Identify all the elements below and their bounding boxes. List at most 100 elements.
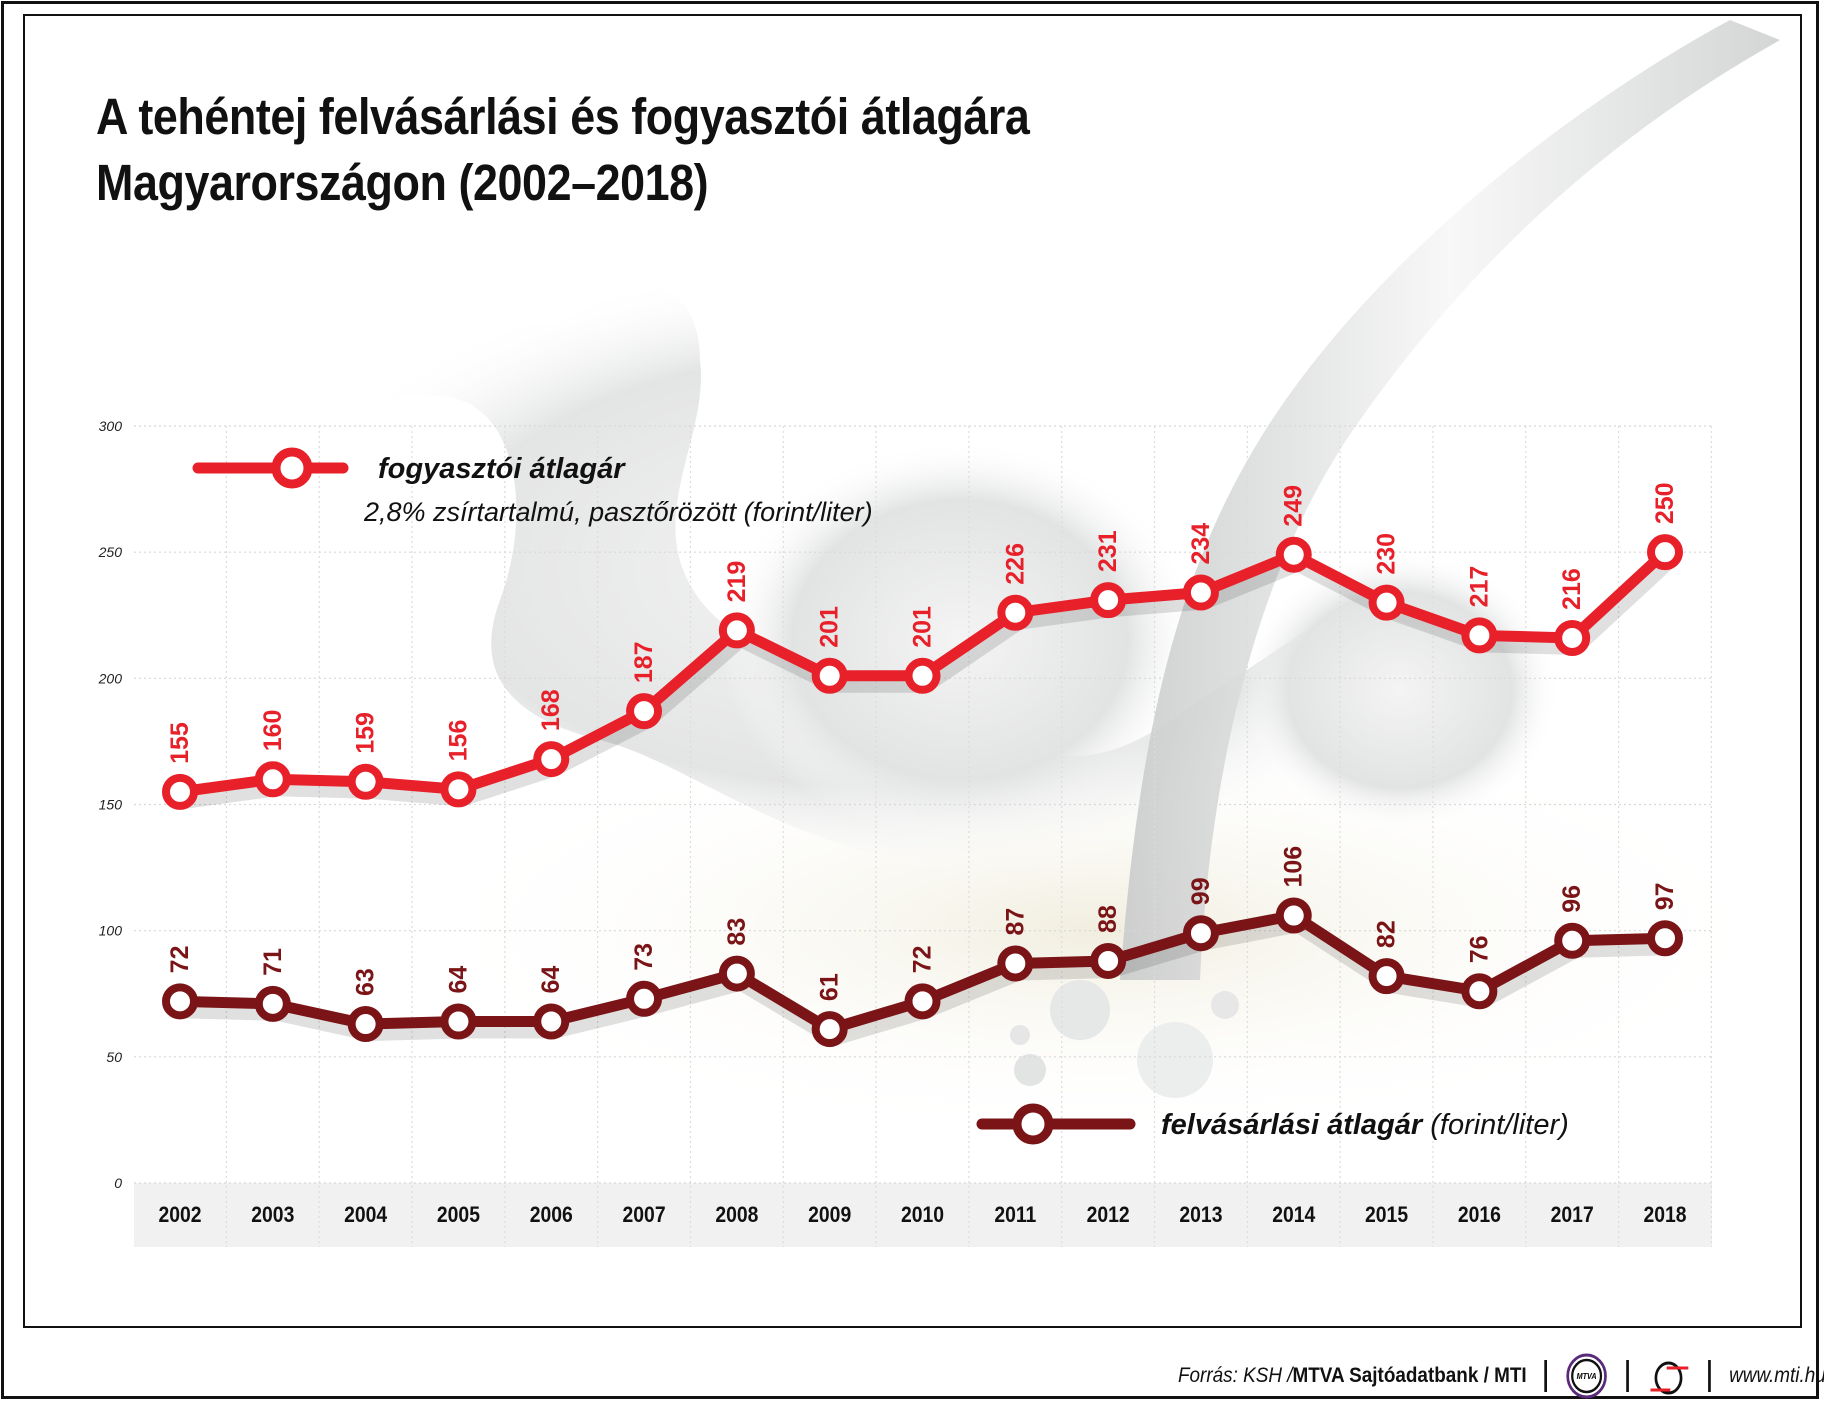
data-label: 201 xyxy=(909,606,937,648)
x-tick-label: 2008 xyxy=(715,1203,758,1227)
data-point xyxy=(811,657,848,694)
series-purchase-price: 72 71 63 64 64 73 83 61 72 87 88 99 106 82 76 96 97 xyxy=(162,846,1683,1048)
legend-unit: (forint/liter) xyxy=(1430,1109,1569,1141)
data-point xyxy=(440,771,477,808)
legend-marker-purchase xyxy=(1012,1103,1054,1145)
data-point xyxy=(1554,922,1591,959)
data-point xyxy=(1368,584,1405,621)
data-point xyxy=(1275,536,1312,573)
data-point xyxy=(904,657,941,694)
data-point xyxy=(1554,619,1591,656)
data-point xyxy=(533,1003,570,1040)
legend-label-consumer: fogyasztói átlagár xyxy=(378,453,626,485)
data-label: 64 xyxy=(537,966,565,994)
data-label: 187 xyxy=(630,641,658,683)
footer: Forrás: KSH / MTVA Sajtóadatbank / MTI M… xyxy=(1178,1352,1824,1400)
data-label: 96 xyxy=(1558,885,1586,913)
data-label: 87 xyxy=(1001,908,1029,936)
data-label: 97 xyxy=(1651,882,1679,910)
data-point xyxy=(626,693,663,730)
data-label: 99 xyxy=(1187,877,1215,905)
x-tick-label: 2006 xyxy=(530,1203,573,1227)
chart-frame xyxy=(23,14,1802,1328)
data-label: 63 xyxy=(352,968,380,996)
x-tick-label: 2005 xyxy=(437,1203,480,1227)
data-label: 226 xyxy=(1001,543,1029,585)
data-label: 64 xyxy=(444,966,472,994)
data-point xyxy=(811,1011,848,1048)
source-label: Forrás: KSH / xyxy=(1178,1364,1293,1387)
mti-logo xyxy=(1650,1361,1689,1395)
data-label: 73 xyxy=(630,943,658,971)
milk-splash-illustration xyxy=(257,20,1800,1140)
divider xyxy=(1626,1360,1630,1392)
x-tick-label: 2012 xyxy=(1087,1203,1130,1227)
data-label: 106 xyxy=(1280,846,1308,888)
divider xyxy=(1544,1360,1548,1392)
data-label: 160 xyxy=(259,710,287,752)
x-tick-label: 2013 xyxy=(1179,1203,1222,1227)
data-point xyxy=(1647,920,1683,957)
title-line-2: Magyarországon (2002–2018) xyxy=(96,154,709,211)
data-label: 72 xyxy=(909,946,937,974)
source-name: MTVA Sajtóadatbank / MTI xyxy=(1292,1364,1527,1387)
data-point xyxy=(1275,897,1312,934)
website-link[interactable]: www.mti.hu xyxy=(1729,1364,1824,1387)
data-label: 250 xyxy=(1651,482,1679,524)
data-label: 217 xyxy=(1465,566,1493,608)
svg-text:MTVA: MTVA xyxy=(1577,1372,1597,1381)
data-point xyxy=(718,955,755,992)
y-tick-label: 300 xyxy=(99,418,123,434)
x-tick-label: 2011 xyxy=(994,1203,1036,1227)
data-label: 72 xyxy=(166,946,194,974)
y-tick-label: 0 xyxy=(114,1175,122,1191)
data-point xyxy=(347,1006,384,1043)
series-consumer-price: 155 160 159 156 168 187 219 201 201 226 231 234 249 2… xyxy=(162,482,1683,810)
data-label: 83 xyxy=(723,918,751,946)
legend-marker-consumer xyxy=(271,447,313,489)
data-point xyxy=(1647,534,1683,571)
data-point xyxy=(1368,958,1405,995)
y-tick-label: 250 xyxy=(98,544,123,560)
x-tick-label: 2016 xyxy=(1458,1203,1501,1227)
x-tick-label: 2009 xyxy=(808,1203,851,1227)
data-label: 249 xyxy=(1280,485,1308,527)
data-point xyxy=(1182,915,1219,952)
y-tick-label: 50 xyxy=(106,1049,122,1065)
x-axis-band xyxy=(134,1183,1712,1247)
x-tick-label: 2017 xyxy=(1551,1203,1594,1227)
data-point xyxy=(1090,942,1127,979)
data-label: 216 xyxy=(1558,568,1586,610)
legend-name: felvásárlási átlagár xyxy=(1161,1109,1430,1141)
data-label: 88 xyxy=(1094,905,1122,933)
data-point xyxy=(440,1003,477,1040)
data-point xyxy=(1182,574,1219,611)
data-label: 155 xyxy=(166,722,194,764)
divider xyxy=(1708,1360,1712,1392)
x-tick-label: 2015 xyxy=(1365,1203,1408,1227)
legend-sublabel-consumer: 2,8% zsírtartalmú, pasztőrözött (forint/… xyxy=(363,497,873,527)
y-tick-label: 200 xyxy=(98,670,123,686)
data-label: 61 xyxy=(816,973,844,1001)
data-point xyxy=(997,594,1034,631)
y-tick-label: 100 xyxy=(99,923,123,939)
data-point xyxy=(533,741,570,778)
data-point xyxy=(1461,617,1498,654)
x-tick-label: 2003 xyxy=(251,1203,294,1227)
data-label: 168 xyxy=(537,689,565,731)
mtva-logo: MTVA xyxy=(1566,1353,1608,1399)
y-tick-label: 150 xyxy=(99,797,123,813)
x-tick-label: 2004 xyxy=(344,1203,388,1227)
data-label: 76 xyxy=(1465,935,1493,963)
title-line-1: A tehéntej felvásárlási és fogyasztói át… xyxy=(96,88,1030,145)
data-point xyxy=(254,761,291,798)
data-point xyxy=(347,763,384,800)
data-point xyxy=(718,612,755,649)
data-label: 230 xyxy=(1373,533,1401,575)
data-label: 82 xyxy=(1373,920,1401,948)
data-label: 159 xyxy=(352,712,380,754)
data-label: 156 xyxy=(444,720,472,762)
data-label: 219 xyxy=(723,561,751,603)
